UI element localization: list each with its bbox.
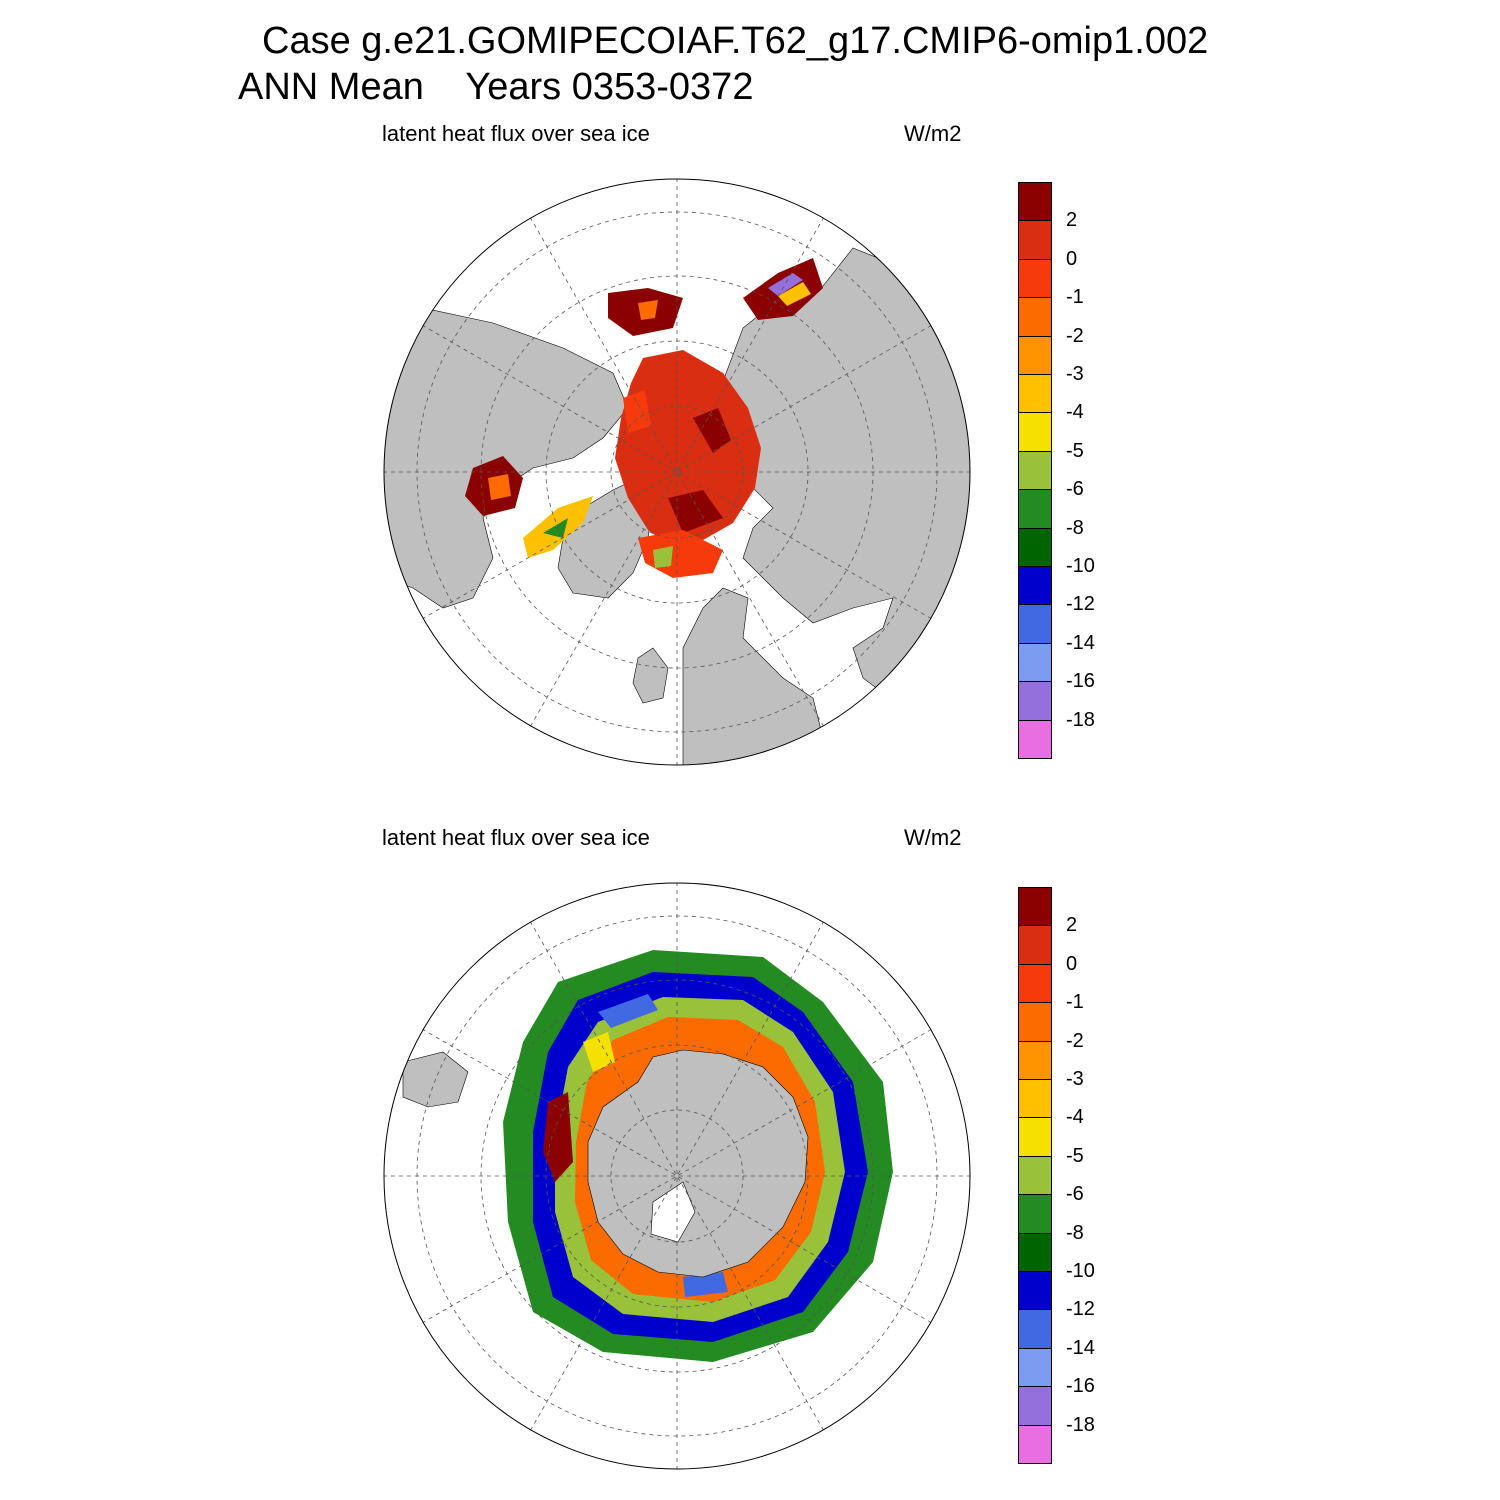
north-land-america	[384, 307, 629, 609]
panel-south-units-label: W/m2	[904, 825, 962, 850]
north-colorbar-swatch	[1018, 527, 1052, 567]
south-colorbar-tick-label: -10	[1066, 1260, 1095, 1282]
north-colorbar-swatch	[1018, 642, 1052, 683]
south-colorbar-tick-label: -16	[1066, 1375, 1095, 1398]
south-colorbar-swatch	[1018, 1424, 1052, 1464]
north-colorbar-swatch	[1018, 220, 1052, 260]
north-colorbar-swatch	[1018, 719, 1052, 759]
south-colorbar-swatch	[1018, 925, 1052, 965]
panel-north-variable-label: latent heat flux over sea ice	[382, 121, 650, 146]
south-colorbar-tick-label: 2	[1066, 914, 1078, 937]
north-colorbar-swatch	[1018, 489, 1052, 529]
north-colorbar-tick-label: -3	[1066, 363, 1084, 385]
north-colorbar-tick-label: -10	[1066, 555, 1095, 577]
north-graticule	[384, 179, 970, 765]
south-colorbar-swatch	[1018, 1309, 1052, 1349]
south-colorbar-tick-label: -3	[1066, 1068, 1084, 1090]
south-colorbar-swatch	[1018, 1117, 1052, 1157]
north-land-uk	[632, 647, 669, 704]
north-colorbar-swatch	[1018, 182, 1052, 222]
north-colorbar-swatch	[1018, 450, 1052, 491]
south-colorbar-swatch	[1018, 1040, 1052, 1080]
north-colorbar-tick-label: 0	[1066, 247, 1078, 270]
south-polar-map	[383, 882, 971, 1470]
south-colorbar-swatch	[1018, 887, 1052, 927]
south-colorbar-swatch	[1018, 1002, 1052, 1042]
north-seaice-arctic	[615, 350, 761, 548]
south-colorbar-swatch	[1018, 1079, 1052, 1119]
south-colorbar-tick-label: -12	[1066, 1298, 1095, 1321]
north-colorbar-tick-label: -18	[1066, 708, 1095, 731]
panel-south-variable-label: latent heat flux over sea ice	[382, 825, 650, 850]
north-land-asia	[712, 247, 970, 709]
south-land-antarctica	[587, 1049, 809, 1278]
south-colorbar-swatch	[1018, 1347, 1052, 1388]
north-colorbar-swatch	[1018, 681, 1052, 721]
north-colorbar-tick-label: -4	[1066, 401, 1084, 424]
south-colorbar-swatch	[1018, 963, 1052, 1004]
north-colorbar-tick-label: -14	[1066, 631, 1095, 654]
north-polar-map	[383, 178, 971, 766]
south-colorbar-tick-label: -1	[1066, 991, 1084, 1014]
figure-title-line2: ANN Mean Years 0353-0372	[238, 66, 754, 108]
panel-north-units-label: W/m2	[904, 121, 962, 146]
north-colorbar-tick-label: -16	[1066, 670, 1095, 693]
south-colorbar-tick-label: -5	[1066, 1144, 1084, 1167]
south-colorbar-swatch	[1018, 1194, 1052, 1234]
south-colorbar-tick-label: -2	[1066, 1029, 1084, 1052]
south-colorbar-tick-label: -8	[1066, 1221, 1084, 1244]
south-colorbar-swatch	[1018, 1155, 1052, 1196]
north-colorbar-tick-label: -12	[1066, 593, 1095, 616]
south-colorbar-tick-label: -6	[1066, 1183, 1084, 1206]
north-colorbar-swatch	[1018, 412, 1052, 452]
south-colorbar-swatch	[1018, 1271, 1052, 1311]
north-colorbar-tick-label: -2	[1066, 324, 1084, 347]
north-colorbar-swatch	[1018, 297, 1052, 337]
south-colorbar-tick-label: 0	[1066, 952, 1078, 975]
south-colorbar-tick-label: -14	[1066, 1336, 1095, 1359]
north-colorbar-swatch	[1018, 374, 1052, 414]
north-colorbar-swatch	[1018, 566, 1052, 606]
south-colorbar-swatch	[1018, 1386, 1052, 1426]
north-colorbar-tick-label: -6	[1066, 478, 1084, 501]
north-colorbar-tick-label: -8	[1066, 516, 1084, 539]
north-colorbar-tick-label: -1	[1066, 286, 1084, 309]
north-colorbar-tick-label: -5	[1066, 439, 1084, 462]
north-colorbar-swatch	[1018, 335, 1052, 375]
north-colorbar-swatch	[1018, 258, 1052, 299]
figure-title-line1: Case g.e21.GOMIPECOIAF.T62_g17.CMIP6-omi…	[262, 20, 1209, 62]
north-colorbar-swatch	[1018, 604, 1052, 644]
south-colorbar-tick-label: -4	[1066, 1106, 1084, 1129]
south-graticule	[384, 883, 970, 1469]
north-colorbar-tick-label: 2	[1066, 209, 1078, 232]
south-colorbar-tick-label: -18	[1066, 1413, 1095, 1436]
south-colorbar-swatch	[1018, 1232, 1052, 1272]
